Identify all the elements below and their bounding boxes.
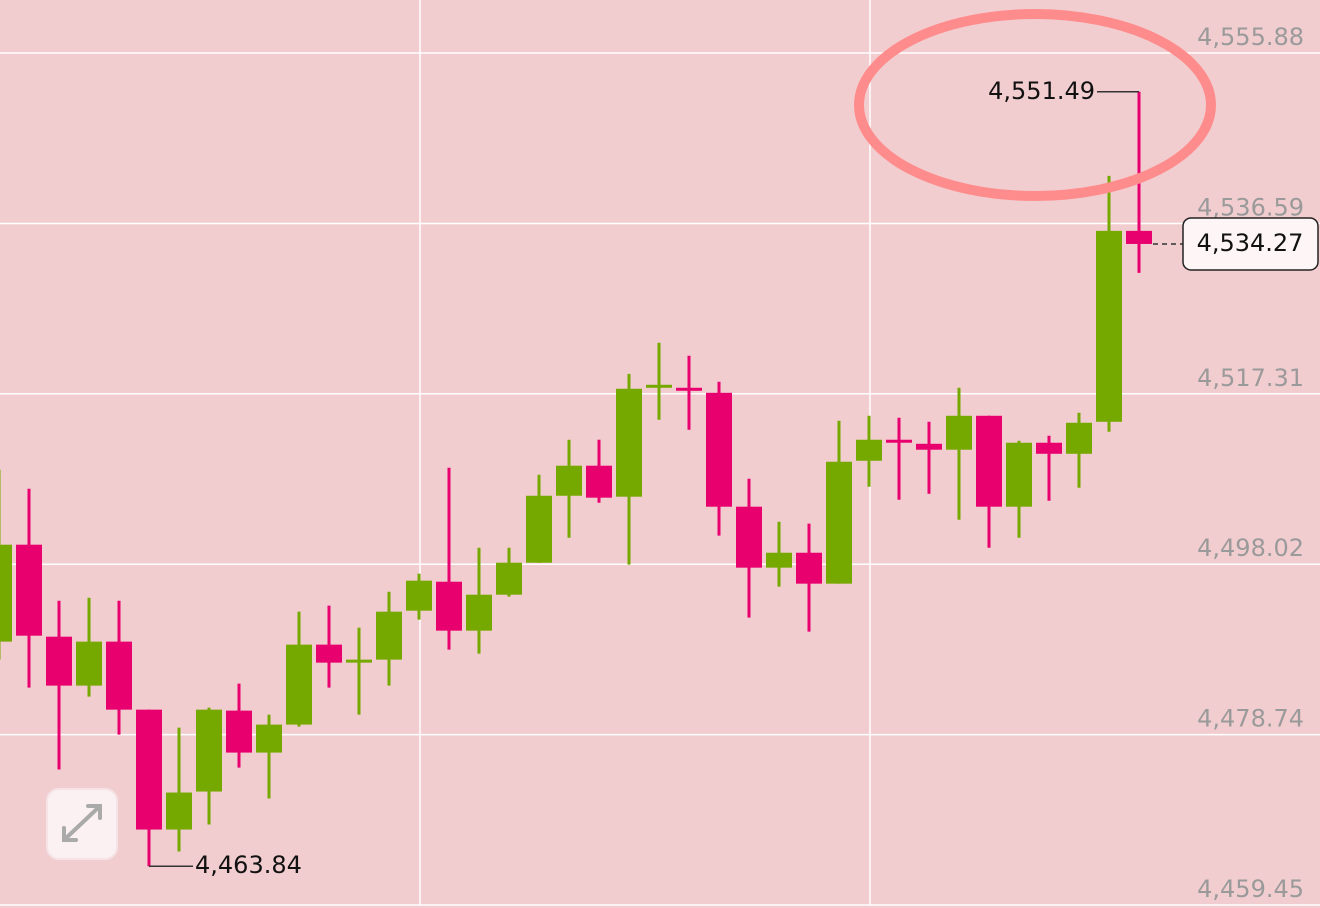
candle-body bbox=[1006, 442, 1032, 507]
candle-body bbox=[526, 495, 552, 563]
y-tick-label: 4,478.74 bbox=[1197, 705, 1304, 733]
last-price-label: 4,534.27 bbox=[1197, 229, 1304, 257]
candle-body bbox=[136, 709, 162, 830]
candle-body bbox=[496, 562, 522, 595]
candle-body bbox=[586, 465, 612, 498]
candle-body bbox=[166, 792, 192, 830]
candle-body bbox=[886, 439, 912, 443]
candle-body bbox=[706, 392, 732, 507]
candle-body bbox=[346, 659, 372, 663]
candle-body bbox=[1096, 230, 1122, 422]
candles bbox=[0, 91, 1152, 867]
candle-body bbox=[676, 387, 702, 391]
max-marker-label: 4,551.49 bbox=[988, 77, 1095, 105]
candle-body bbox=[76, 641, 102, 686]
candle-body bbox=[1126, 230, 1152, 244]
candle-body bbox=[976, 415, 1002, 507]
candle-body bbox=[466, 594, 492, 631]
candle-body bbox=[946, 415, 972, 450]
candle-body bbox=[196, 709, 222, 792]
candle-body bbox=[286, 644, 312, 725]
candle-body bbox=[916, 443, 942, 450]
candle-body bbox=[1036, 442, 1062, 454]
candle-body bbox=[16, 544, 42, 636]
min-marker-label: 4,463.84 bbox=[195, 851, 302, 879]
y-tick-label: 4,536.59 bbox=[1197, 193, 1304, 221]
candle-body bbox=[406, 580, 432, 611]
candle-body bbox=[736, 506, 762, 568]
candle-body bbox=[46, 636, 72, 686]
candle-body bbox=[646, 384, 672, 388]
expand-icon bbox=[62, 804, 102, 842]
candle-body bbox=[316, 644, 342, 663]
candle-body bbox=[436, 581, 462, 631]
candle-body bbox=[856, 439, 882, 461]
expand-button[interactable] bbox=[46, 788, 118, 860]
candle-body bbox=[826, 461, 852, 584]
candle-body bbox=[0, 544, 12, 642]
highlight-ellipse bbox=[854, 9, 1216, 201]
overlay: 4,551.49 4,463.84 4,534.27 bbox=[149, 77, 1319, 879]
y-tick-label: 4,498.02 bbox=[1197, 534, 1304, 562]
candle-body bbox=[226, 710, 252, 753]
candle-body bbox=[616, 388, 642, 497]
candle-body bbox=[766, 552, 792, 568]
candle-body bbox=[376, 611, 402, 660]
candle-body bbox=[106, 641, 132, 710]
candle-body bbox=[556, 465, 582, 496]
y-tick-label: 4,459.45 bbox=[1197, 875, 1304, 903]
candle-body bbox=[796, 552, 822, 584]
candle-body bbox=[1066, 422, 1092, 454]
y-tick-label: 4,517.31 bbox=[1197, 364, 1304, 392]
candle-body bbox=[256, 724, 282, 753]
y-tick-label: 4,555.88 bbox=[1197, 23, 1304, 51]
last-price-box bbox=[1182, 217, 1319, 271]
